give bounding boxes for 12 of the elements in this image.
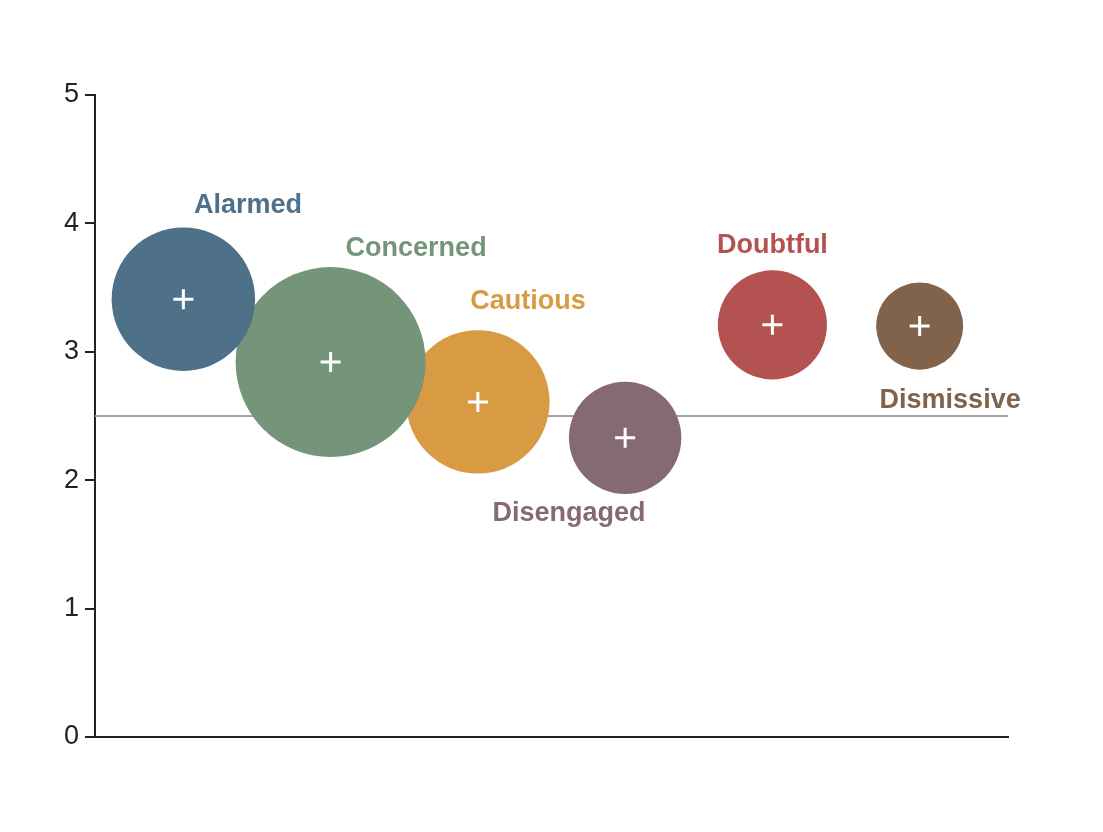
y-tick-label: 5 [63,78,79,109]
y-tick-label: 4 [63,206,79,237]
series-label: Alarmed [193,189,302,220]
series-label: Disengaged [492,497,646,528]
y-tick-label: 1 [63,592,79,623]
y-tick-label: 0 [63,720,79,751]
series-label: Cautious [470,284,586,315]
y-tick-label: 2 [63,463,79,494]
y-tick-label: 3 [63,335,79,366]
series-label: Doubtful [716,229,828,260]
series-label: Concerned [345,231,487,262]
series-label: Dismissive [879,383,1021,414]
